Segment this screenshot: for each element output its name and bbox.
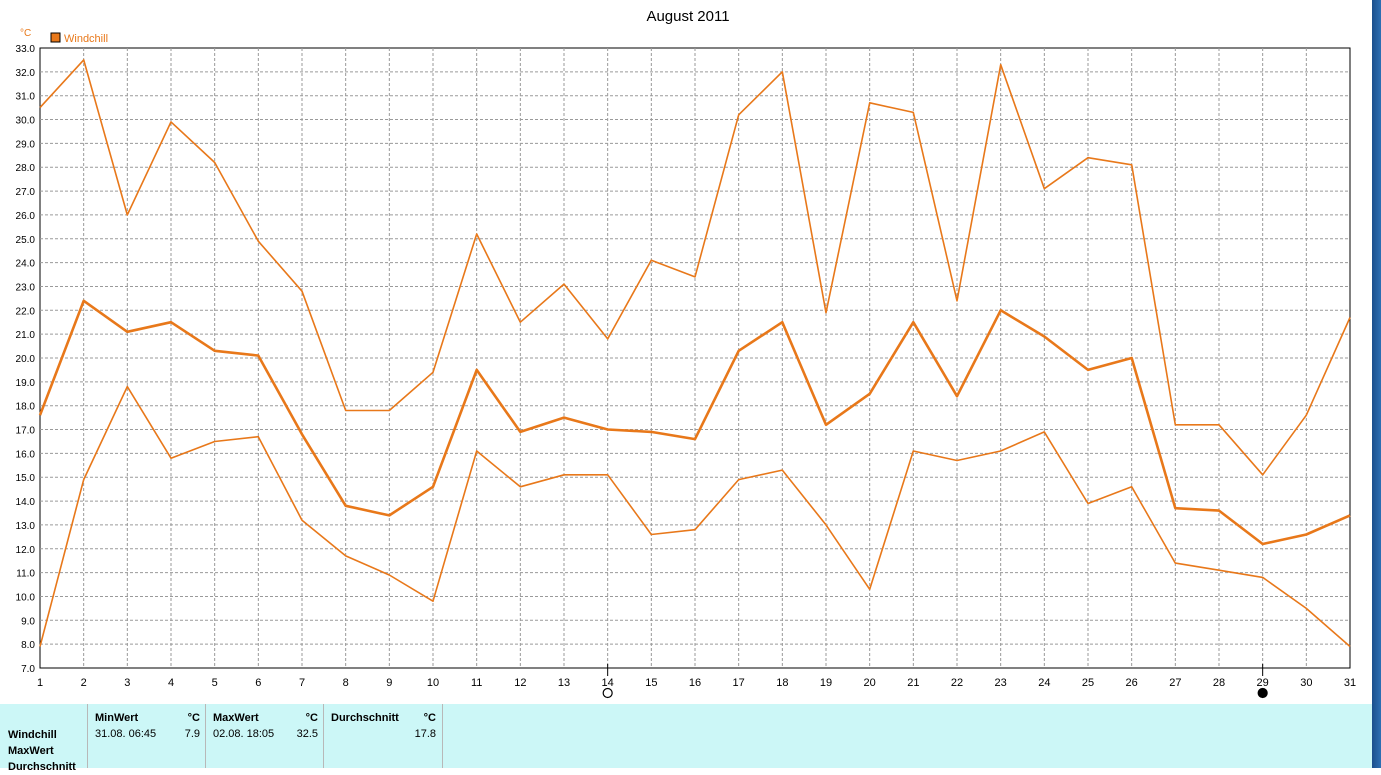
x-tick-label: 23 xyxy=(995,677,1007,689)
min-unit: °C xyxy=(187,712,200,724)
axes: 7.0 8.0 9.0 10.0 11.0 12.0 13.0 14.0 15.0 16.0 17.… xyxy=(16,44,1357,689)
y-tick-label: 14.0 xyxy=(16,497,36,508)
series-line-max xyxy=(39,59,1351,476)
x-tick-label: 16 xyxy=(689,677,701,689)
max-column: MaxWert °C 02.08. 18:05 32.5 xyxy=(205,704,324,768)
x-tick-label: 17 xyxy=(733,677,745,689)
y-tick-label: 18.0 xyxy=(16,402,36,413)
y-tick-label: 21.0 xyxy=(16,330,36,341)
y-tick-label: 9.0 xyxy=(21,616,35,627)
new-moon-icon xyxy=(1257,687,1268,699)
min-header: MinWert xyxy=(95,712,139,724)
x-tick-label: 14 xyxy=(602,677,614,689)
x-tick-label: 26 xyxy=(1126,677,1138,689)
x-tick-label: 18 xyxy=(776,677,788,689)
y-tick-label: 19.0 xyxy=(16,378,36,389)
x-tick-label: 20 xyxy=(864,677,876,689)
x-tick-label: 5 xyxy=(212,677,218,689)
x-tick-label: 13 xyxy=(558,677,570,689)
min-value: 7.9 xyxy=(184,728,200,740)
avg-unit: °C xyxy=(423,712,436,724)
grid xyxy=(39,47,1351,669)
x-tick-label: 4 xyxy=(168,677,174,689)
y-tick-label: 30.0 xyxy=(16,116,36,127)
full-moon-icon xyxy=(602,687,613,699)
y-axis-unit: °C xyxy=(20,28,31,39)
x-tick-label: 7 xyxy=(299,677,305,689)
avg-header: Durchschnitt xyxy=(331,712,399,724)
x-tick-label: 15 xyxy=(645,677,657,689)
avg-column: Durchschnitt °C 17.8 xyxy=(323,704,443,768)
y-tick-label: 29.0 xyxy=(16,139,36,150)
y-tick-label: 11.0 xyxy=(16,569,35,580)
y-tick-label: 28.0 xyxy=(16,163,36,174)
x-tick-label: 10 xyxy=(427,677,439,689)
y-tick-label: 31.0 xyxy=(16,92,36,103)
chart-title: August 2011 xyxy=(646,8,729,25)
stats-panel: Windchill MaxWert Durchschnitt MinWert °… xyxy=(0,704,1372,773)
y-tick-label: 23.0 xyxy=(16,282,36,293)
max-date: 02.08. 18:05 xyxy=(213,728,275,740)
y-tick-label: 7.0 xyxy=(21,664,35,675)
x-tick-label: 19 xyxy=(820,677,832,689)
series-line-min xyxy=(39,385,1351,648)
y-tick-label: 8.0 xyxy=(21,640,35,651)
x-tick-label: 8 xyxy=(343,677,349,689)
row-label-windchill: Windchill xyxy=(8,729,57,741)
y-tick-label: 25.0 xyxy=(16,235,36,246)
x-tick-label: 31 xyxy=(1344,677,1356,689)
x-tick-label: 6 xyxy=(255,677,261,689)
moon-phase-markers xyxy=(602,664,1268,699)
avg-value: 17.8 xyxy=(414,728,436,740)
y-tick-label: 24.0 xyxy=(16,259,36,270)
x-tick-label: 24 xyxy=(1038,677,1050,689)
y-tick-label: 32.0 xyxy=(16,68,36,79)
y-tick-label: 17.0 xyxy=(16,426,36,437)
x-tick-label: 30 xyxy=(1300,677,1312,689)
x-tick-label: 12 xyxy=(514,677,526,689)
y-tick-label: 10.0 xyxy=(16,592,36,603)
x-tick-label: 1 xyxy=(37,677,43,689)
y-tick-label: 15.0 xyxy=(16,473,36,484)
x-tick-label: 2 xyxy=(81,677,87,689)
x-tick-label: 21 xyxy=(907,677,919,689)
legend-label: Windchill xyxy=(64,33,108,45)
x-tick-label: 29 xyxy=(1257,677,1269,689)
x-tick-label: 11 xyxy=(471,677,482,689)
y-tick-label: 26.0 xyxy=(16,211,36,222)
x-tick-label: 27 xyxy=(1169,677,1181,689)
row-label-durchschnitt: Durchschnitt xyxy=(8,761,76,773)
row-label-maxwert: MaxWert xyxy=(8,745,54,757)
x-tick-label: 3 xyxy=(124,677,130,689)
line-chart: August 2011 °C Windchill 7.08.09.010.011… xyxy=(16,8,1357,699)
x-tick-label: 9 xyxy=(386,677,392,689)
max-value: 32.5 xyxy=(296,728,318,740)
series-lines xyxy=(38,59,1351,648)
y-tick-label: 16.0 xyxy=(16,449,36,460)
y-tick-label: 33.0 xyxy=(16,44,36,55)
legend-swatch xyxy=(50,32,61,43)
y-tick-label: 12.0 xyxy=(16,545,36,556)
x-tick-label: 22 xyxy=(951,677,963,689)
y-tick-label: 27.0 xyxy=(16,187,36,198)
y-tick-label: 22.0 xyxy=(16,306,36,317)
min-column: MinWert °C 31.08. 06:45 7.9 xyxy=(87,704,206,768)
max-header: MaxWert xyxy=(213,712,259,724)
x-tick-label: 25 xyxy=(1082,677,1094,689)
window-edge xyxy=(1372,0,1381,768)
series-line-avg xyxy=(38,299,1351,546)
max-unit: °C xyxy=(305,712,318,724)
y-tick-label: 20.0 xyxy=(16,354,36,365)
x-tick-label: 28 xyxy=(1213,677,1225,689)
y-tick-label: 13.0 xyxy=(16,521,36,532)
min-date: 31.08. 06:45 xyxy=(95,728,157,740)
